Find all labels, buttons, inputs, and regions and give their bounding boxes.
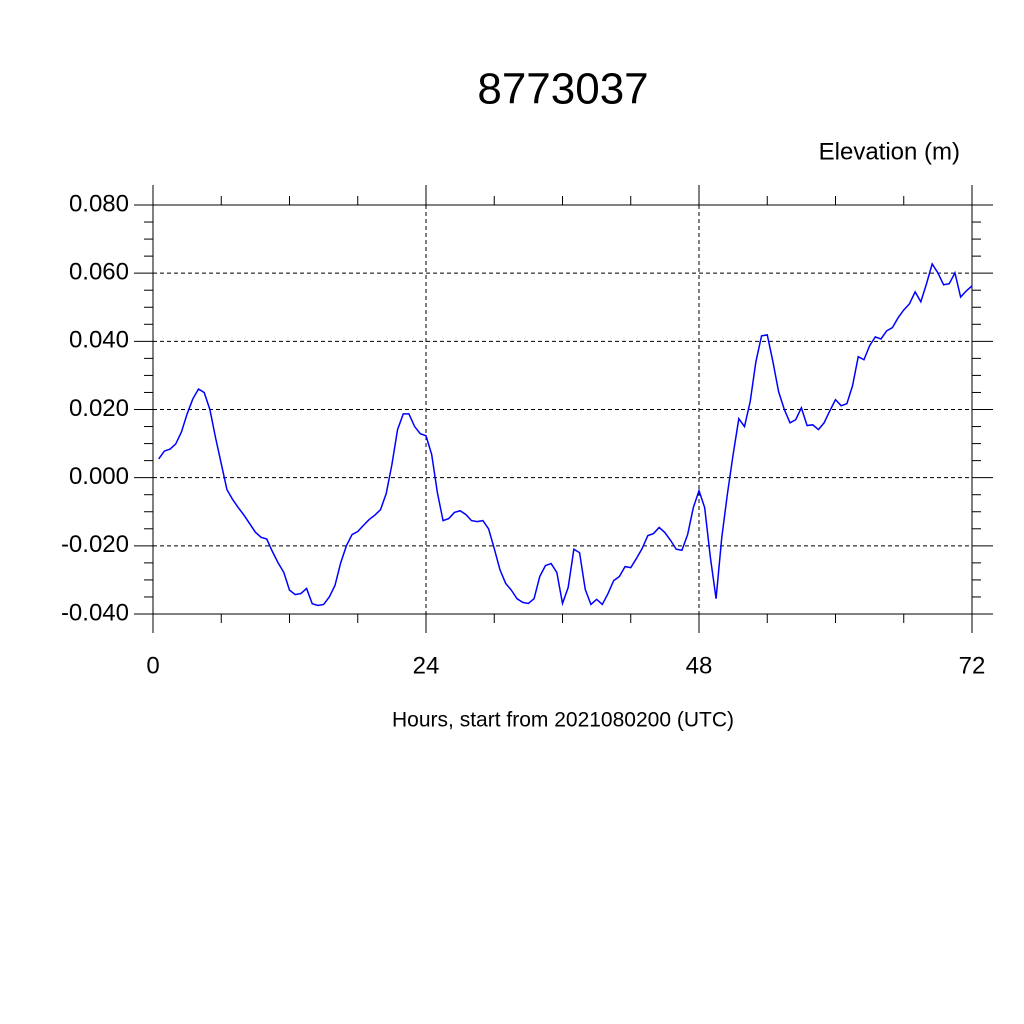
chart-title: 8773037 bbox=[477, 65, 648, 114]
y-tick-label: -0.020 bbox=[61, 531, 129, 558]
x-tick-label: 0 bbox=[146, 652, 159, 679]
y-tick-label: 0.080 bbox=[69, 190, 129, 217]
x-tick-label: 24 bbox=[413, 652, 440, 679]
y-axis-label: Elevation (m) bbox=[819, 138, 960, 165]
plot-frame bbox=[152, 204, 973, 615]
x-tick-label: 48 bbox=[686, 652, 713, 679]
y-tick-label: -0.040 bbox=[61, 599, 129, 626]
x-tick-label: 72 bbox=[959, 652, 986, 679]
y-tick-label: 0.060 bbox=[69, 259, 129, 286]
x-axis-label: Hours, start from 2021080200 (UTC) bbox=[392, 709, 734, 732]
data-line bbox=[158, 262, 973, 607]
y-tick-label: 0.000 bbox=[69, 463, 129, 490]
y-tick-label: 0.040 bbox=[69, 327, 129, 354]
y-tick-label: 0.020 bbox=[69, 395, 129, 422]
